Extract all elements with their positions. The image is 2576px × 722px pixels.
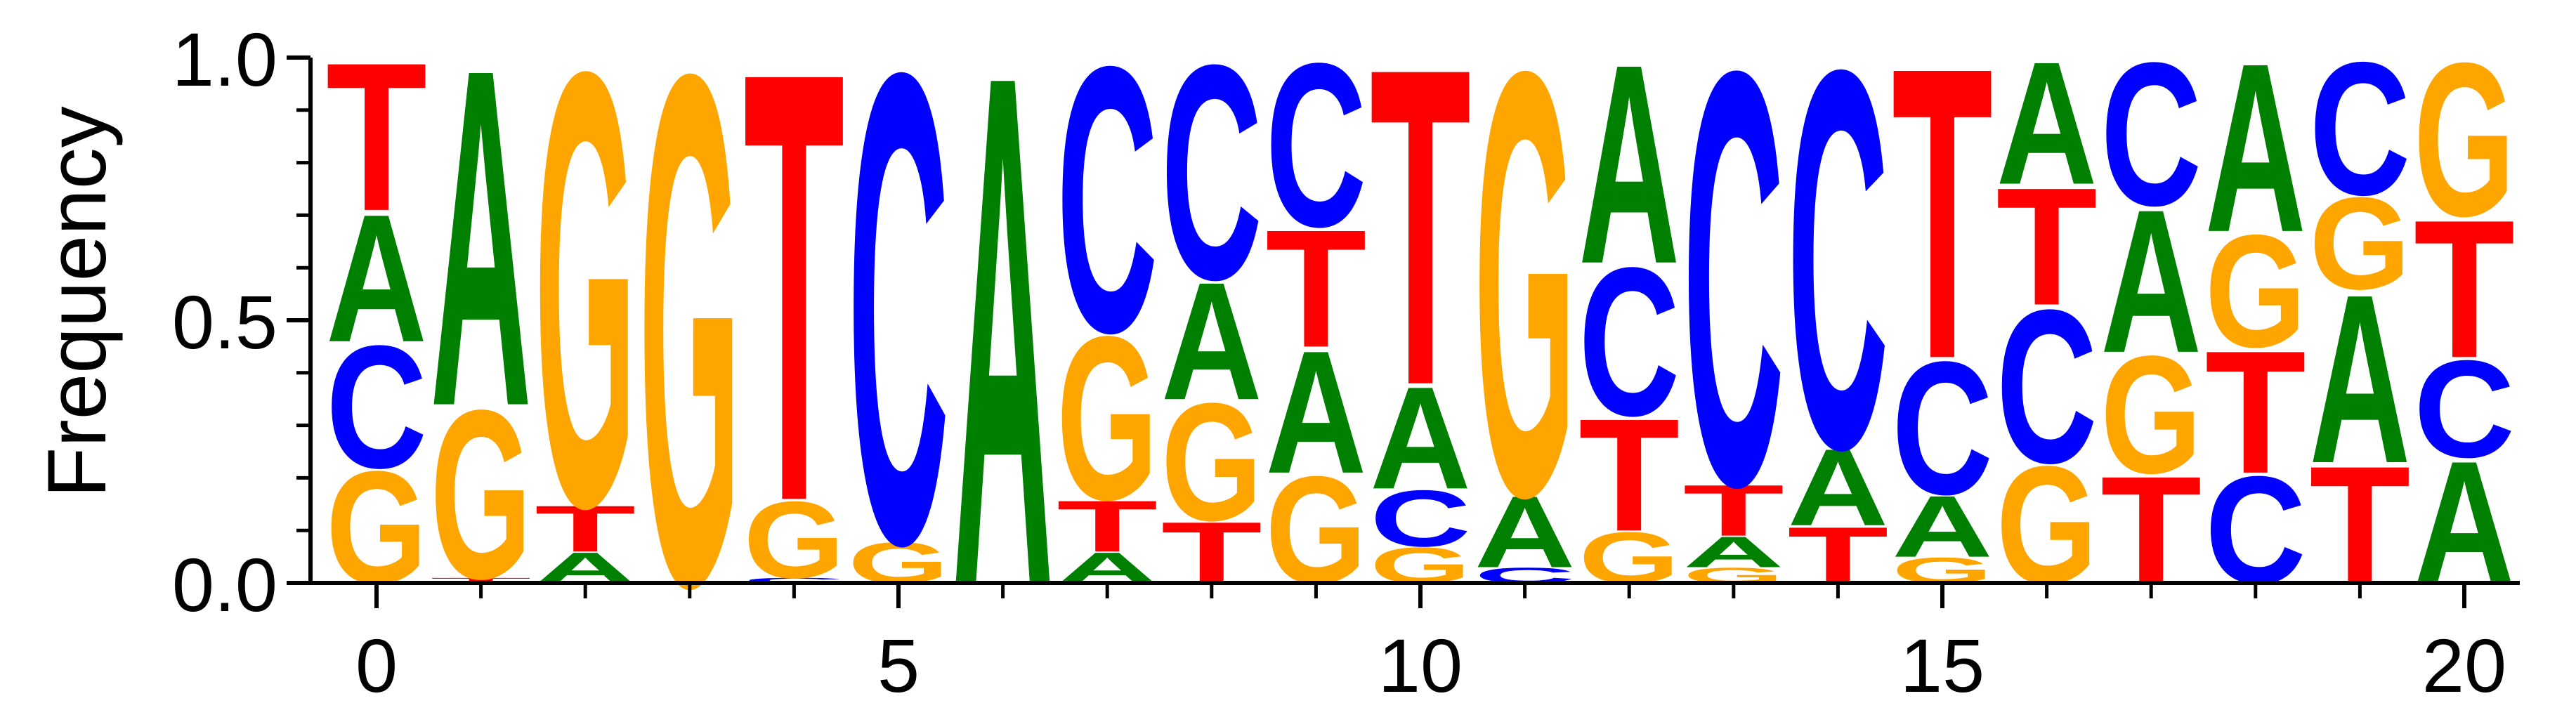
logo-letter-C-pos-13: C xyxy=(1683,0,1784,609)
logo-letter-A-pos-1: A xyxy=(431,0,532,506)
logo-letter-C-pos-4: C xyxy=(743,577,844,585)
logo-letter-A-pos-8: A xyxy=(1161,247,1262,435)
logo-letter-G-pos-18: G xyxy=(2205,202,2306,381)
logo-letter-T-pos-2: T xyxy=(535,492,636,565)
logo-letter-T-pos-15: T xyxy=(1892,0,1993,445)
logo-letter-G-pos-3: G xyxy=(639,0,740,722)
y-tick-label: 1.0 xyxy=(172,17,277,102)
logo-letter-G-pos-20: G xyxy=(2414,18,2515,263)
logo-letter-C-pos-19: C xyxy=(2309,23,2410,235)
y-tick-label: 0.0 xyxy=(172,542,277,627)
logo-letter-C-pos-0: C xyxy=(326,309,427,504)
logo-letter-T-pos-9: T xyxy=(1265,195,1366,383)
y-ticks: 0.0 0.5 1.0 xyxy=(172,17,310,627)
logo-letter-G-pos-2: G xyxy=(535,0,636,636)
logo-letter-C-pos-14: C xyxy=(1787,0,1888,562)
logo-letter-T-pos-12: T xyxy=(1578,386,1680,565)
logo-letter-G-pos-8: G xyxy=(1161,369,1262,556)
logo-letter-T-pos-20: T xyxy=(2414,178,2515,399)
logo-letter-C-pos-7: C xyxy=(1057,0,1158,412)
logo-letter-C-pos-12: C xyxy=(1578,224,1680,460)
logo-letter-A-pos-18: A xyxy=(2205,14,2306,283)
logo-letter-C-pos-8: C xyxy=(1161,1,1262,343)
logo-letter-G-pos-7: G xyxy=(1057,288,1158,549)
logo-letter-G-pos-19: G xyxy=(2309,171,2410,317)
logo-letter-C-pos-5: C xyxy=(848,0,949,684)
logo-letter-A-pos-16: A xyxy=(1996,25,2098,221)
logo-letter-A-pos-14: A xyxy=(1787,426,1888,549)
logo-letter-A-pos-6: A xyxy=(953,0,1054,722)
logo-letter-A-pos-10: A xyxy=(1370,357,1471,520)
x-ticks: 0 5 10 15 20 xyxy=(355,583,2506,708)
logo-letter-T-pos-13: T xyxy=(1683,470,1784,551)
y-tick-label: 0.5 xyxy=(172,280,277,365)
logo-letter-A-pos-19: A xyxy=(2309,245,2410,514)
logo-letter-A-pos-15: A xyxy=(1892,478,1993,575)
logo-letter-G-pos-11: G xyxy=(1475,0,1576,623)
logo-letter-C-pos-17: C xyxy=(2100,20,2202,248)
logo-letter-C-pos-20: C xyxy=(2414,332,2515,487)
logo-letter-T-pos-1: T xyxy=(431,577,532,585)
logo-letter-T-pos-10: T xyxy=(1370,0,1471,480)
logo-letter-T-pos-16: T xyxy=(1996,153,2098,341)
x-tick-label: 15 xyxy=(1900,623,1985,708)
x-tick-label: 0 xyxy=(355,623,398,708)
logo-letter-C-pos-10: C xyxy=(1370,474,1471,563)
logo-letter-C-pos-16: C xyxy=(1996,265,2098,509)
logo-letter-C-pos-15: C xyxy=(1892,322,1993,534)
logo-letter-A-pos-0: A xyxy=(326,176,427,381)
logo-letter-A-pos-17: A xyxy=(2100,166,2202,395)
logo-letter-T-pos-18: T xyxy=(2205,315,2306,511)
y-axis-label: Frequency xyxy=(31,106,124,498)
logo-letter-T-pos-0: T xyxy=(326,19,427,255)
logo-letter-T-pos-4: T xyxy=(743,0,844,629)
logo-letter-A-pos-9: A xyxy=(1265,315,1366,510)
logo-letter-G-pos-17: G xyxy=(2100,322,2202,508)
logo-letter-T-pos-7: T xyxy=(1057,485,1158,567)
logo-letter-A-pos-13: A xyxy=(1683,527,1784,577)
logo-letter-A-pos-12: A xyxy=(1578,5,1680,323)
x-tick-label: 20 xyxy=(2422,623,2506,708)
logo-letter-A-pos-11: A xyxy=(1475,475,1576,589)
logo-letter-C-pos-9: C xyxy=(1265,15,1366,276)
x-tick-label: 5 xyxy=(877,623,920,708)
x-tick-label: 10 xyxy=(1378,623,1463,708)
